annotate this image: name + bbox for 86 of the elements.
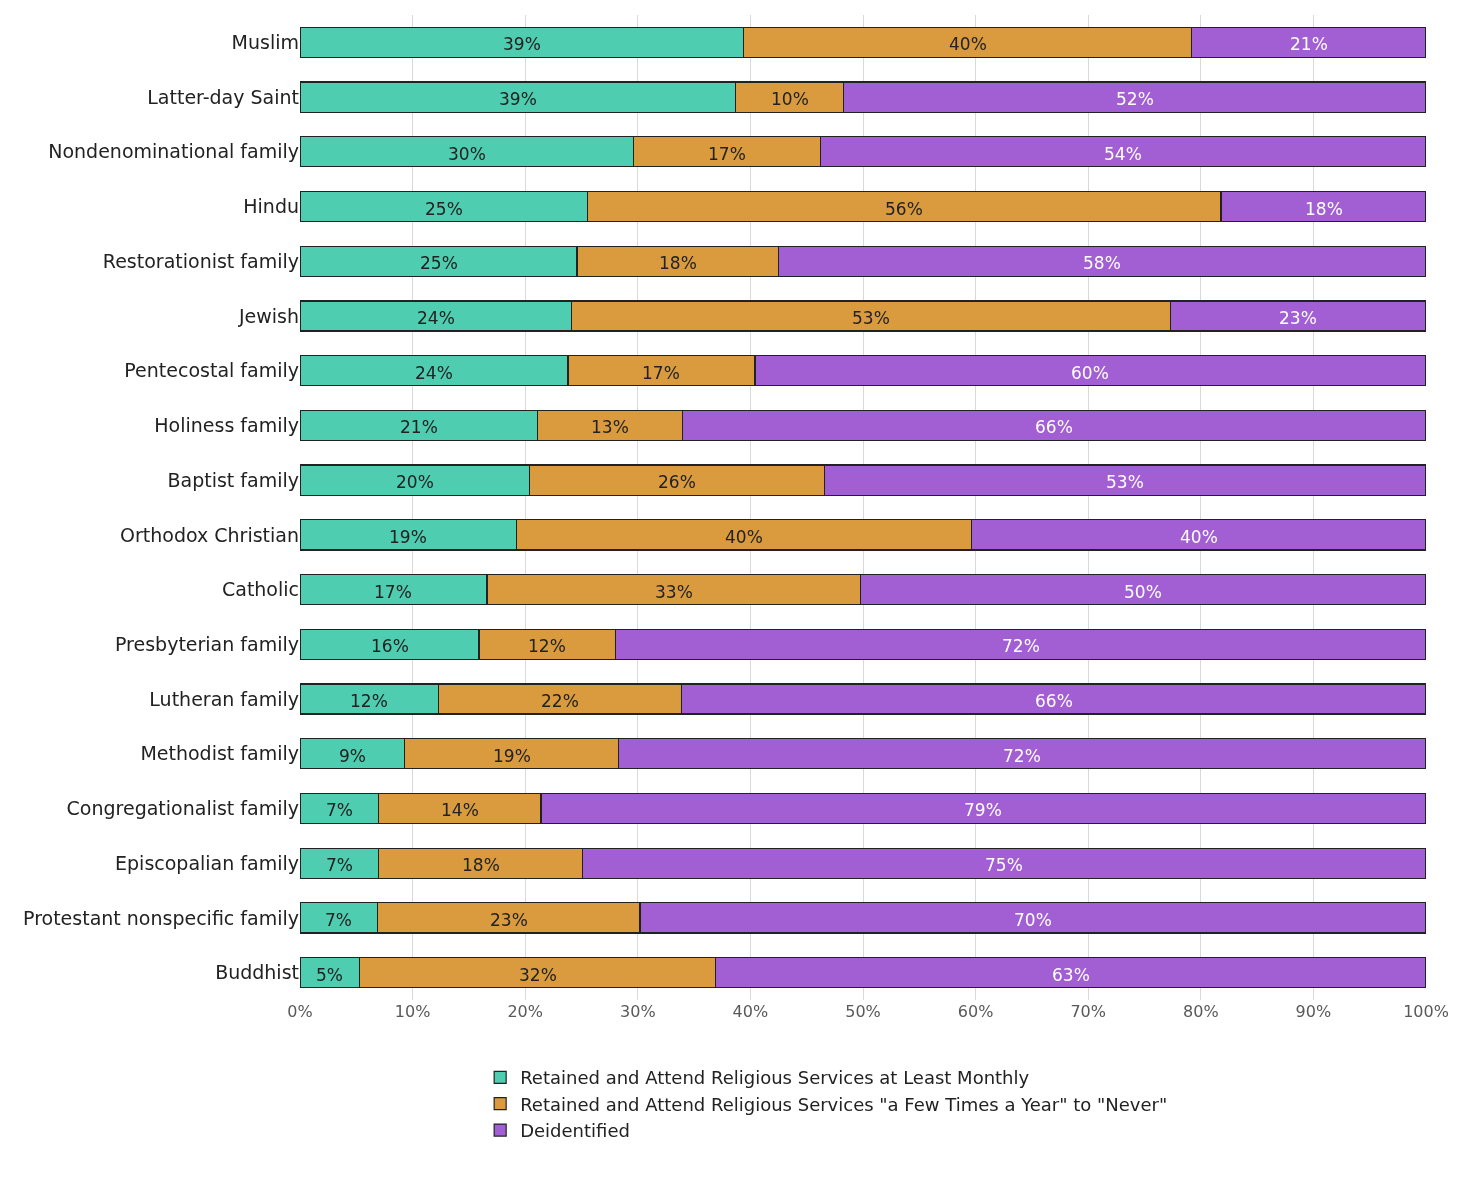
y-tick-label: Buddhist bbox=[215, 961, 299, 984]
x-tick-label: 80% bbox=[1183, 1002, 1219, 1021]
x-tick-label: 30% bbox=[620, 1002, 656, 1021]
y-tick-label: Congregationalist family bbox=[66, 797, 299, 820]
y-tick-label: Restorationist family bbox=[102, 249, 299, 272]
data-label: 24% bbox=[415, 363, 453, 383]
y-tick-label: Latter-day Saint bbox=[147, 85, 299, 108]
y-tick-label: Methodist family bbox=[140, 742, 299, 765]
data-label: 12% bbox=[350, 691, 388, 711]
data-label: 22% bbox=[541, 691, 579, 711]
data-label: 72% bbox=[1002, 636, 1040, 656]
data-label: 25% bbox=[420, 253, 458, 273]
data-label: 40% bbox=[949, 34, 987, 54]
data-label: 53% bbox=[852, 308, 890, 328]
x-tick-label: 40% bbox=[732, 1002, 769, 1021]
data-label: 60% bbox=[1071, 363, 1109, 383]
data-label: 14% bbox=[441, 800, 479, 820]
x-tick-label: 50% bbox=[845, 1002, 881, 1021]
data-label: 40% bbox=[1180, 527, 1218, 547]
data-label: 72% bbox=[1003, 746, 1041, 766]
y-tick-label: Lutheran family bbox=[149, 687, 299, 710]
data-label: 23% bbox=[1279, 308, 1317, 328]
data-label: 21% bbox=[1290, 34, 1328, 54]
y-tick-label: Protestant nonspecific family bbox=[23, 906, 299, 929]
data-label: 19% bbox=[389, 527, 427, 547]
x-tick-label: 90% bbox=[1295, 1002, 1332, 1021]
data-label: 54% bbox=[1104, 144, 1142, 164]
data-label: 58% bbox=[1083, 253, 1121, 273]
data-label: 79% bbox=[964, 800, 1002, 820]
data-label: 39% bbox=[503, 34, 541, 54]
y-tick-label: Hindu bbox=[243, 195, 299, 218]
legend-label: Deidentified bbox=[520, 1120, 630, 1142]
data-label: 30% bbox=[448, 144, 486, 164]
data-label: 7% bbox=[326, 855, 353, 875]
data-label: 12% bbox=[528, 636, 566, 656]
data-label: 17% bbox=[642, 363, 680, 383]
x-tick-label: 60% bbox=[957, 1002, 994, 1021]
y-tick-label: Nondenominational family bbox=[48, 140, 299, 163]
data-label: 10% bbox=[771, 89, 809, 109]
data-label: 25% bbox=[425, 199, 463, 219]
x-tick-label: 0% bbox=[287, 1002, 313, 1021]
data-label: 16% bbox=[371, 636, 409, 656]
data-label: 23% bbox=[490, 910, 528, 930]
data-label: 66% bbox=[1035, 691, 1073, 711]
data-label: 66% bbox=[1035, 417, 1073, 437]
data-label: 63% bbox=[1052, 965, 1090, 985]
data-label: 70% bbox=[1014, 910, 1052, 930]
x-tick-label: 70% bbox=[1070, 1002, 1106, 1021]
data-label: 19% bbox=[493, 746, 531, 766]
x-tick-label: 100% bbox=[1403, 1002, 1449, 1021]
y-tick-label: Muslim bbox=[231, 31, 299, 54]
data-label: 40% bbox=[725, 527, 763, 547]
data-label: 21% bbox=[400, 417, 438, 437]
legend-label: Retained and Attend Religious Services "a Few Times a Year" to "Never" bbox=[520, 1093, 1168, 1115]
data-label: 33% bbox=[655, 582, 693, 602]
data-label: 53% bbox=[1106, 472, 1144, 492]
data-label: 13% bbox=[591, 417, 629, 437]
y-tick-label: Baptist family bbox=[167, 468, 299, 491]
y-tick-label: Presbyterian family bbox=[114, 632, 299, 655]
data-label: 32% bbox=[519, 965, 557, 985]
data-label: 56% bbox=[885, 199, 923, 219]
data-label: 9% bbox=[339, 746, 366, 766]
data-label: 26% bbox=[658, 472, 696, 492]
x-tick-label: 20% bbox=[507, 1002, 543, 1021]
y-tick-label: Holiness family bbox=[154, 414, 299, 437]
data-label: 17% bbox=[708, 144, 746, 164]
data-label: 18% bbox=[462, 855, 500, 875]
data-label: 24% bbox=[417, 308, 455, 328]
data-label: 5% bbox=[316, 965, 343, 985]
y-tick-label: Episcopalian family bbox=[115, 851, 299, 874]
data-label: 7% bbox=[325, 910, 352, 930]
data-label: 20% bbox=[396, 472, 434, 492]
data-label: 75% bbox=[985, 855, 1023, 875]
x-tick-label: 10% bbox=[394, 1002, 431, 1021]
data-label: 7% bbox=[326, 800, 353, 820]
y-tick-label: Pentecostal family bbox=[124, 359, 299, 382]
data-label: 52% bbox=[1116, 89, 1154, 109]
y-tick-label: Orthodox Christian bbox=[120, 523, 299, 546]
legend-label: Retained and Attend Religious Services at Least Monthly bbox=[520, 1067, 1030, 1089]
y-tick-label: Catholic bbox=[221, 578, 299, 601]
y-tick-label: Jewish bbox=[237, 304, 299, 327]
data-label: 18% bbox=[1305, 199, 1343, 219]
data-label: 17% bbox=[374, 582, 412, 602]
data-label: 18% bbox=[659, 253, 697, 273]
data-label: 50% bbox=[1124, 582, 1162, 602]
data-label: 39% bbox=[499, 89, 537, 109]
